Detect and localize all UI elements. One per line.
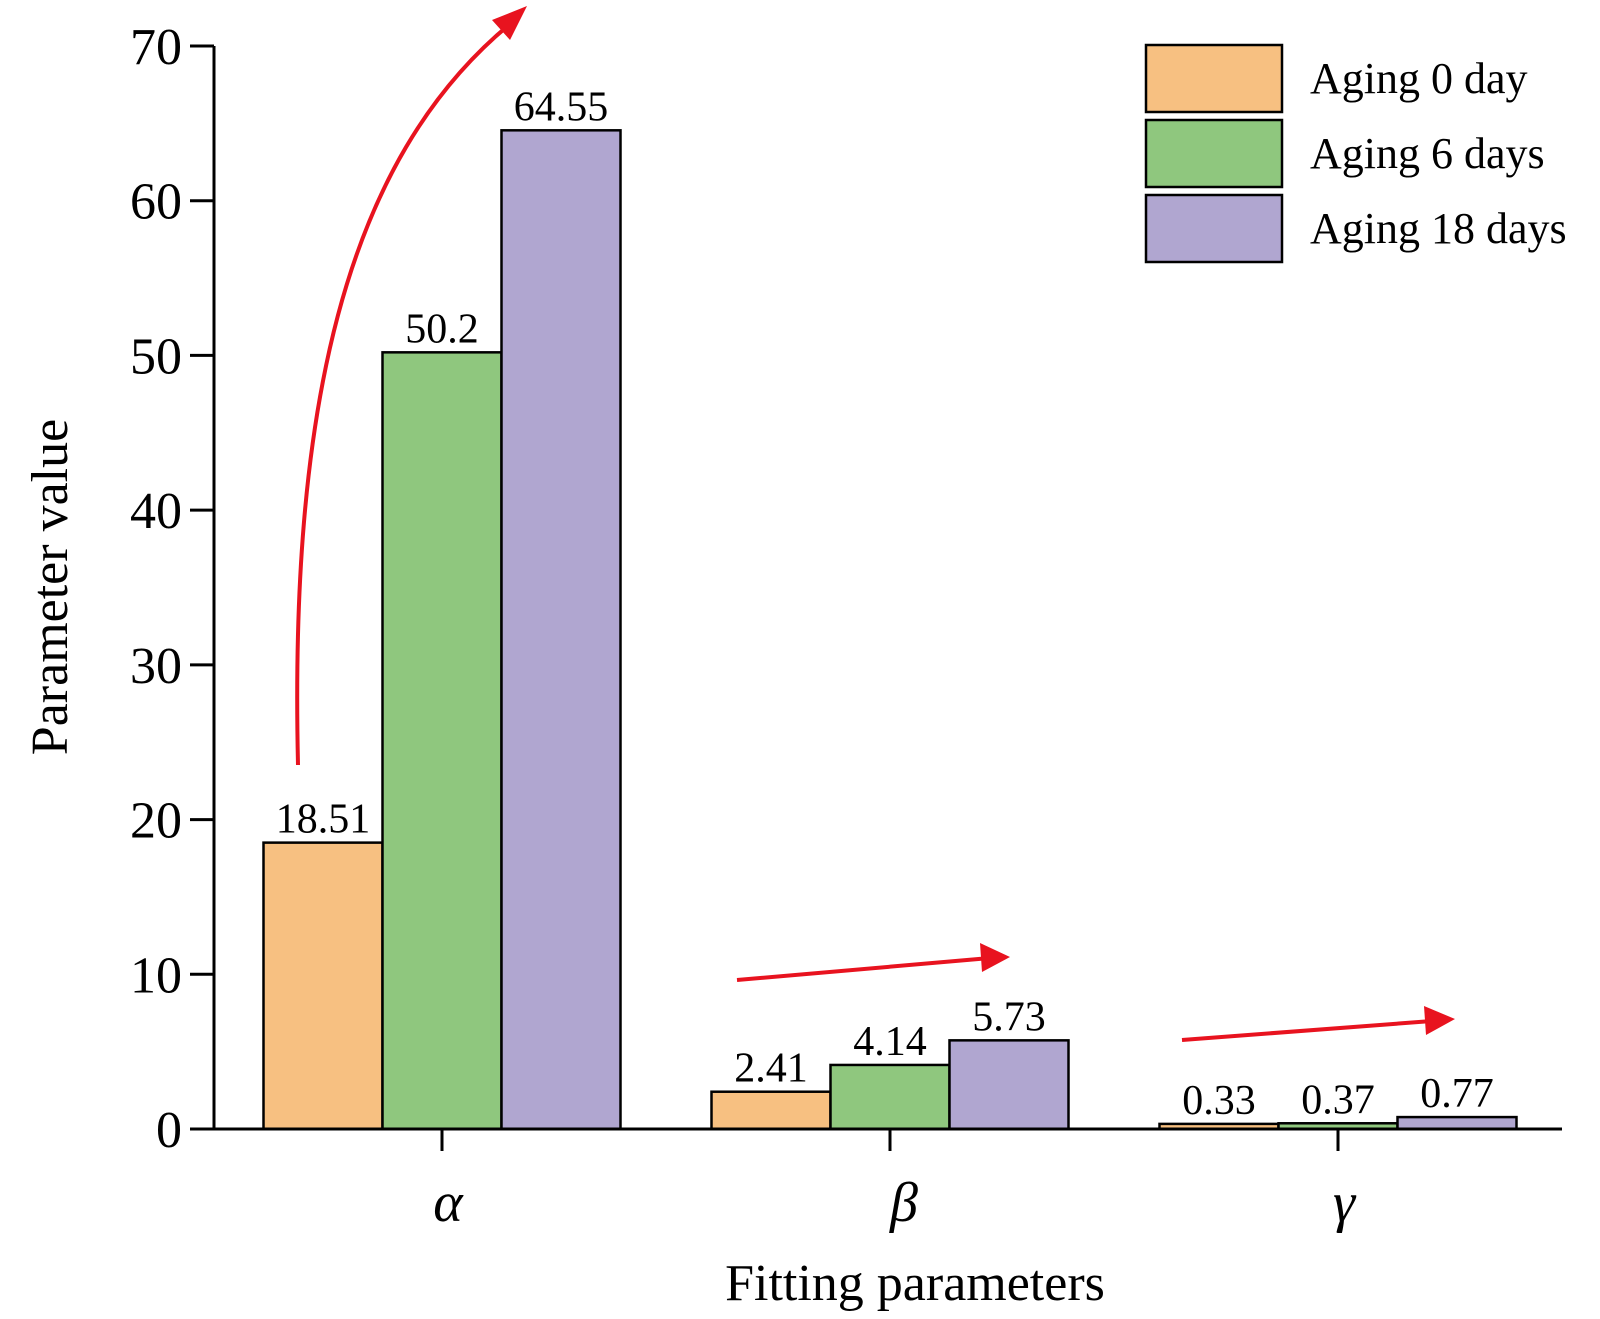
y-tick-label-70: 70	[130, 19, 182, 76]
bar-2-2	[829, 1063, 951, 1131]
x-ticks: α β γ	[433, 1129, 1357, 1234]
y-tick-label-20: 20	[130, 793, 182, 850]
data-label-1-3: 64.55	[514, 84, 609, 130]
trend-arrow-gamma	[1181, 1019, 1433, 1042]
data-label-3-2: 0.37	[1301, 1077, 1375, 1123]
data-label-3-3: 0.77	[1420, 1071, 1494, 1117]
bar-2-3	[948, 1039, 1070, 1131]
bars	[262, 129, 1518, 1131]
y-tick-label-50: 50	[130, 328, 182, 385]
bar-1-1	[262, 841, 384, 1131]
legend: Aging 0 day Aging 6 days Aging 18 days	[1144, 43, 1567, 264]
trend-arrow-beta	[736, 956, 991, 982]
legend-swatch-2	[1144, 118, 1284, 189]
data-label-2-3: 5.73	[972, 994, 1046, 1040]
bar-1-3	[500, 129, 622, 1131]
trend-arrow-beta-head	[980, 943, 1010, 972]
legend-label-2: Aging 6 days	[1310, 129, 1545, 178]
trend-arrow-gamma-head	[1424, 1006, 1455, 1035]
y-tick-label-0: 0	[156, 1102, 182, 1159]
y-ticks: 0 10 20 30 40 50 60 70	[130, 19, 214, 1159]
data-label-1-2: 50.2	[405, 306, 479, 352]
y-tick-label-30: 30	[130, 638, 182, 695]
y-tick-label-40: 40	[130, 483, 182, 540]
data-label-2-1: 2.41	[734, 1046, 808, 1092]
bar-1-2	[381, 351, 503, 1131]
data-label-3-1: 0.33	[1182, 1078, 1256, 1124]
bar-3-3	[1396, 1115, 1518, 1131]
y-tick-label-10: 10	[130, 947, 182, 1004]
trend-arrows	[295, 6, 1455, 1042]
trend-arrow-alpha-head	[492, 6, 527, 40]
x-tick-label-3: γ	[1333, 1172, 1357, 1234]
data-label-1-1: 18.51	[276, 797, 371, 843]
x-tick-label-1: α	[433, 1172, 464, 1234]
data-label-2-2: 4.14	[853, 1019, 927, 1065]
trend-arrow-alpha	[295, 18, 517, 766]
bar-2-1	[710, 1090, 832, 1131]
x-axis-title: Fitting parameters	[725, 1255, 1105, 1312]
data-labels: 18.51 50.2 64.55 2.41 4.14 5.73 0.33 0.37 0.77	[276, 84, 1494, 1124]
legend-label-1: Aging 0 day	[1310, 54, 1528, 103]
x-tick-label-2: β	[889, 1172, 918, 1234]
y-axis-title: Parameter value	[22, 419, 79, 755]
legend-label-3: Aging 18 days	[1310, 204, 1567, 253]
legend-swatch-3	[1144, 193, 1284, 264]
legend-swatch-1	[1144, 43, 1284, 114]
y-tick-label-60: 60	[130, 174, 182, 231]
